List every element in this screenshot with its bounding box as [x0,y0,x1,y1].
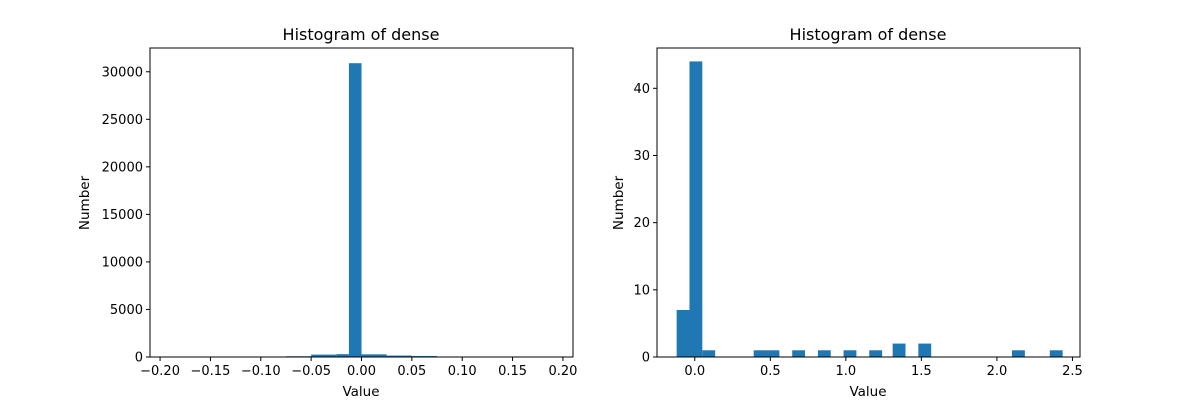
histogram-left: Histogram of dense Number Value −0.20 −0.… [77,25,577,400]
y-axis-label: Number [77,175,93,230]
histogram-bar [1049,350,1063,357]
x-tick-label: 2.5 [1062,364,1083,379]
x-tick-label: 0.0 [684,364,705,379]
histogram-bar [766,350,780,357]
histogram-bar [348,63,362,358]
histogram-bar [676,309,690,357]
y-tick-label: 20000 [102,160,143,175]
chart-title: Histogram of dense [790,25,947,44]
x-tick-label: −0.20 [140,364,180,379]
x-tick-label: 2.0 [987,364,1008,379]
y-tick-label: 25000 [102,113,143,128]
histogram-bar [702,350,716,357]
x-tick-label: 0.20 [548,364,577,379]
histogram-bar [336,354,349,357]
y-tick-label: 0 [135,351,143,366]
histogram-bar [689,61,703,358]
y-tick-label: 5000 [110,303,143,318]
x-axis-label: Value [342,384,379,400]
histogram-bar [311,354,337,357]
x-tick-label: −0.10 [241,364,281,379]
y-tick-label: 15000 [102,208,143,223]
histogram-bar [918,343,932,357]
histogram-bar [892,343,906,357]
y-ticks: 0 5000 10000 15000 20000 25000 30000 [102,65,150,366]
histogram-bar [869,350,883,357]
x-tick-label: 1.5 [911,364,932,379]
plot-frame [149,47,574,358]
y-tick-label: 10000 [102,255,143,270]
x-tick-label: 0.10 [448,364,477,379]
histogram-bar [1012,350,1025,357]
histogram-bar [843,350,857,357]
bars [285,63,438,358]
x-axis-label: Value [849,384,886,400]
bars [676,61,1063,358]
x-tick-label: 0.00 [347,364,376,379]
x-tick-label: −0.15 [191,364,231,379]
histogram-right: Histogram of dense Number Value 0.0 0.5 1.… [611,25,1083,400]
y-ticks: 0 10 20 30 40 [633,82,657,366]
x-tick-label: 0.5 [760,364,781,379]
histogram-bar [753,350,767,357]
x-ticks: −0.20 −0.15 −0.10 −0.05 0.00 0.05 0.10 0.15 0.20 [140,357,577,379]
y-tick-label: 0 [642,351,650,366]
y-axis-label: Number [611,175,627,230]
y-tick-label: 30 [633,149,650,164]
histogram-bar [361,354,387,357]
y-tick-label: 30000 [102,65,143,80]
x-tick-label: 1.0 [835,364,856,379]
x-tick-label: 0.05 [397,364,426,379]
histogram-bar [386,355,412,357]
plot-frame [656,47,1081,358]
x-tick-label: 0.15 [498,364,527,379]
chart-title: Histogram of dense [283,25,440,44]
y-tick-label: 40 [633,82,650,97]
histogram-bar [817,350,831,357]
x-tick-label: −0.05 [291,364,331,379]
histogram-bar [792,350,806,357]
y-tick-label: 10 [633,283,650,298]
y-tick-label: 20 [633,216,650,231]
x-ticks: 0.0 0.5 1.0 1.5 2.0 2.5 [684,357,1083,379]
